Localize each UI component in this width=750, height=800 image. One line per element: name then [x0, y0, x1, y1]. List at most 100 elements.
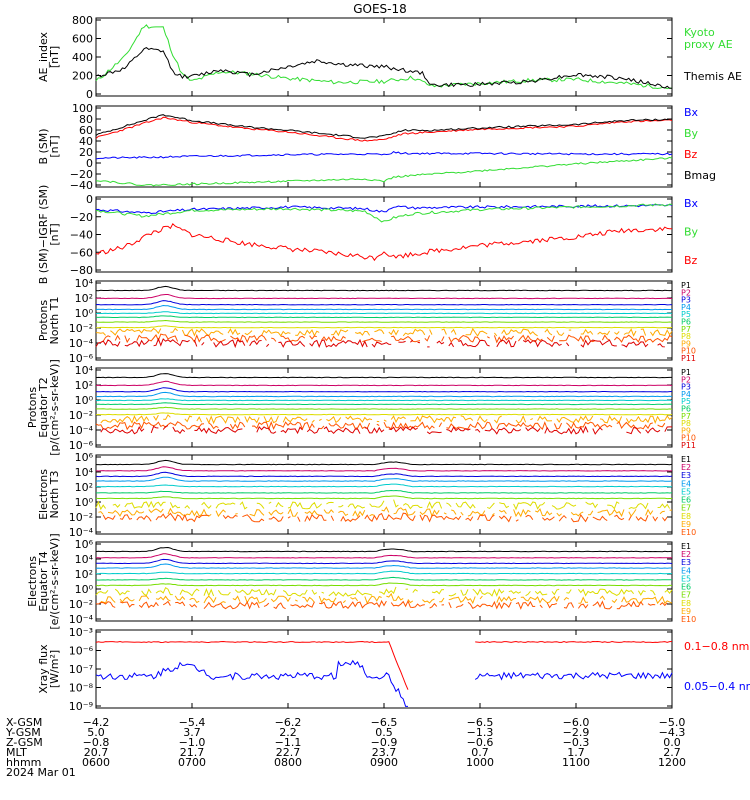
flux-line-10 — [136, 515, 152, 522]
y-axis-label-line: Xray flux — [37, 644, 50, 694]
y-axis-label: Xray flux[W/m²] — [37, 644, 61, 694]
flux-line-8 — [628, 502, 649, 510]
flux-line-11 — [410, 339, 414, 343]
ephemeris-value: −1.3 — [467, 726, 494, 739]
ephemeris-value: 5.0 — [87, 726, 105, 739]
ephemeris-value: −4.3 — [659, 726, 686, 739]
flux-line-8 — [402, 503, 423, 510]
flux-line-9 — [513, 508, 531, 518]
flux-line-8 — [472, 588, 505, 597]
legend-label: E10 — [681, 615, 696, 624]
flux-line-1 — [95, 373, 672, 379]
ephemeris-value: −0.8 — [83, 736, 110, 749]
flux-line-9 — [419, 508, 440, 518]
flux-line-9 — [244, 596, 267, 604]
ephemeris-value: 1000 — [466, 756, 494, 769]
legend-label: Kyoto — [684, 26, 715, 39]
flux-line-10 — [391, 335, 421, 343]
flux-line-9 — [597, 330, 611, 336]
flux-line-8 — [585, 501, 599, 509]
y-tick-label: 10⁴ — [75, 553, 94, 566]
flux-line-8 — [217, 590, 231, 596]
flux-line-11 — [580, 339, 617, 348]
flux-line-9 — [439, 597, 445, 603]
flux-line-9 — [460, 415, 474, 421]
flux-line-10 — [647, 603, 656, 606]
flux-line-9 — [640, 328, 647, 336]
flux-line-10 — [429, 602, 438, 609]
flux-line-6 — [95, 402, 673, 406]
flux-line-8 — [234, 588, 277, 596]
flux-line-9 — [563, 596, 570, 601]
y-tick-label: 10⁻³ — [69, 626, 93, 639]
flux-line-10 — [652, 516, 659, 522]
ephemeris-row-label: MLT — [6, 746, 27, 759]
flux-line-10 — [263, 602, 270, 607]
y-tick-label: 10⁻⁶ — [69, 352, 94, 365]
flux-line-8 — [637, 590, 646, 596]
flux-line-9 — [501, 328, 538, 337]
flux-line-8 — [664, 589, 673, 595]
flux-line-10 — [441, 336, 445, 342]
flux-line-9 — [390, 415, 406, 424]
flux-line-9 — [645, 508, 654, 516]
flux-line-9 — [138, 595, 150, 602]
y-tick-label: 10⁻⁶ — [69, 645, 94, 658]
legend-label: By — [684, 127, 699, 140]
legend-label: P11 — [681, 441, 696, 450]
xray-line-long — [475, 640, 673, 644]
flux-line-9 — [355, 330, 371, 336]
flux-line-7 — [95, 319, 673, 323]
y-tick-label: 40 — [79, 135, 93, 148]
flux-line-8 — [379, 586, 397, 595]
ephemeris-value: 0.0 — [663, 736, 681, 749]
flux-line-9 — [498, 509, 507, 515]
legend-label: E10 — [681, 528, 696, 537]
legend-label: P1 — [681, 368, 691, 377]
flux-line-2 — [95, 294, 672, 300]
flux-line-9 — [318, 418, 322, 421]
legend-label: P4 — [681, 303, 691, 312]
flux-line-9 — [422, 598, 435, 604]
flux-line-9 — [352, 509, 366, 518]
flux-line-10 — [95, 601, 116, 608]
flux-line-9 — [460, 511, 464, 516]
y-tick-label: 10⁻² — [69, 409, 93, 422]
flux-line-9 — [410, 415, 457, 424]
flux-line-10 — [486, 336, 490, 339]
flux-line-9 — [364, 595, 382, 605]
y-axis-label: ElectronsEquator T4[e/(cm²-s-sr-keV)] — [26, 533, 61, 629]
legend-label: Themis AE — [683, 70, 742, 83]
ephemeris-value: −6.5 — [467, 716, 494, 729]
flux-line-9 — [578, 596, 589, 604]
ephemeris-value: −1.0 — [179, 736, 206, 749]
flux-line-10 — [340, 515, 361, 523]
flux-line-9 — [311, 419, 315, 423]
ephemeris-value: −6.5 — [371, 716, 398, 729]
flux-line-9 — [302, 596, 315, 603]
flux-line-11 — [475, 429, 481, 433]
flux-line-10 — [287, 516, 291, 519]
flux-line-8 — [412, 588, 418, 593]
flux-line-11 — [566, 342, 570, 347]
flux-line-11 — [484, 427, 522, 435]
flux-line-9 — [402, 328, 426, 337]
ephemeris-date: 2024 Mar 01 — [6, 766, 76, 779]
y-tick-label: 10⁻⁴ — [69, 337, 94, 350]
flux-line-9 — [556, 415, 594, 424]
legend-label: E3 — [681, 471, 691, 480]
flux-line-8 — [96, 325, 673, 329]
ephemeris-row-label: Y-GSM — [5, 726, 41, 739]
y-axis-label-line: Electrons — [26, 556, 39, 607]
legend-label: E3 — [681, 558, 691, 567]
ephemeris-row-label: hhmm — [6, 756, 41, 769]
legend-label: proxy AE — [684, 38, 733, 51]
legend-label: Bz — [684, 148, 698, 161]
panel-xr: 10⁻³ 10⁻⁶ 10⁻⁷ 10⁻⁸ 10⁻⁹ Xray flux[W/m²] 0.1−0… — [37, 626, 750, 713]
flux-line-7 — [96, 406, 673, 410]
flux-line-8 — [256, 502, 265, 509]
flux-line-10 — [119, 514, 133, 520]
flux-line-8 — [513, 501, 546, 511]
legend-label: E1 — [681, 542, 691, 551]
